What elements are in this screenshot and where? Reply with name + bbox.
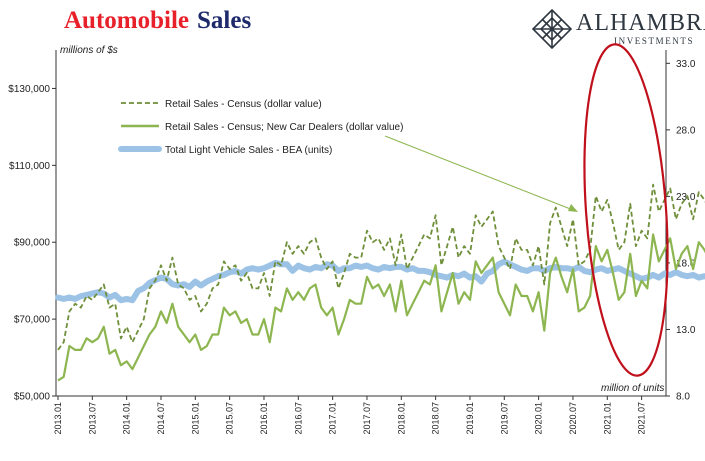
annotation-red-ellipse (583, 43, 669, 377)
annotation-arrow-line (384, 135, 574, 211)
series-retail-sales-census (57, 183, 705, 351)
title-automobile: Automobile (64, 7, 189, 34)
left-tick-label: $130,000 (8, 84, 50, 95)
right-tick-label: 8.0 (676, 392, 690, 403)
legend-label: Retail Sales - Census; New Car Dealers (… (165, 122, 403, 133)
logo-name: ALHAMBRA (576, 10, 705, 36)
left-axis-unit-label: millions of $s (60, 45, 118, 56)
x-tick-label: 2018.07 (431, 402, 441, 435)
x-tick-label: 2015.01 (190, 402, 200, 435)
x-tick-label: 2019.07 (499, 402, 509, 435)
diamond-lattice-icon (532, 9, 572, 49)
alhambra-logo: ALHAMBRA INVESTMENTS (532, 9, 705, 49)
left-tick-label: $90,000 (14, 238, 51, 249)
x-tick-label: 2019.01 (465, 402, 475, 435)
right-tick-label: 23.0 (676, 192, 696, 203)
right-tick-label: 13.0 (676, 325, 696, 336)
title-sales: Sales (197, 7, 252, 34)
x-tick-label: 2016.01 (259, 402, 269, 435)
x-tick-label: 2018.01 (396, 402, 406, 435)
x-tick-label: 2013.01 (53, 402, 63, 435)
right-axis-unit-label: million of units (601, 383, 665, 394)
left-tick-label: $110,000 (9, 161, 50, 172)
right-tick-label: 33.0 (676, 59, 696, 70)
x-tick-label: 2015.07 (225, 402, 235, 435)
x-tick-label: 2021.01 (602, 402, 612, 435)
x-tick-label: 2014.01 (122, 402, 132, 435)
chart-title: Automobile Sales (64, 7, 251, 35)
x-tick-label: 2017.01 (328, 402, 338, 435)
x-tick-label: 2021.07 (637, 402, 647, 435)
left-tick-label: $50,000 (14, 392, 51, 403)
series-bea-light-vehicle-sales (55, 258, 705, 304)
x-tick-label: 2014.07 (156, 402, 166, 435)
legend-label: Retail Sales - Census (dollar value) (165, 99, 322, 110)
x-tick-label: 2017.07 (362, 402, 372, 435)
x-tick-label: 2013.07 (87, 402, 97, 435)
x-tick-label: 2020.07 (568, 402, 578, 435)
right-tick-label: 28.0 (676, 125, 696, 136)
legend-label: Total Light Vehicle Sales - BEA (units) (165, 145, 332, 156)
annotation-arrow-head (568, 204, 578, 212)
x-tick-label: 2020.01 (534, 402, 544, 435)
x-tick-label: 2016.07 (293, 402, 303, 435)
left-tick-label: $70,000 (14, 315, 51, 326)
right-tick-label: 18.0 (676, 258, 696, 269)
series-new-car-dealers (57, 233, 705, 382)
logo-subtitle: INVESTMENTS (614, 36, 695, 46)
